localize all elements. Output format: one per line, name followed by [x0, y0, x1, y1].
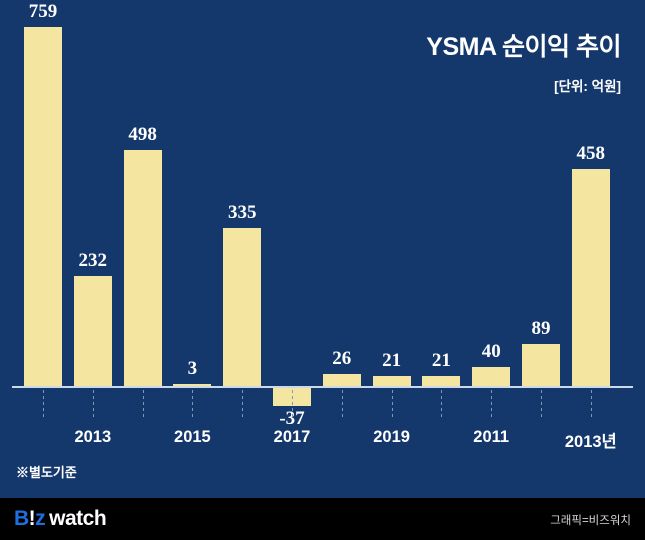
bar-2012 [24, 27, 62, 386]
graphic-credit: 그래픽=비즈워치 [550, 515, 631, 527]
chart-header: YSMA 순이익 추이 [단위: 억원] [0, 0, 645, 110]
bar-value-label: 89 [531, 317, 551, 339]
x-axis-tick [441, 390, 443, 420]
bar-2011 [472, 367, 511, 386]
x-axis-label: 2019 [373, 428, 410, 446]
bar-value-label: 21 [382, 350, 402, 372]
x-axis-tick [192, 390, 194, 420]
bar-2012 [522, 343, 560, 386]
bar-value-label: 498 [128, 124, 157, 146]
bar-value-label: 21 [431, 350, 451, 372]
bar-chart-plot: 759 232 498 3 335 -37 26 21 21 40 89 458 2013 2015 20… [12, 1, 633, 451]
x-axis-tick [341, 390, 343, 420]
bar-2014 [123, 150, 162, 386]
x-axis-tick [391, 390, 393, 420]
bar-value-label: 40 [481, 341, 501, 363]
bar-value-label: 3 [187, 358, 198, 379]
bar-value-label: 458 [576, 143, 606, 165]
logo-word-watch: watch [49, 507, 107, 530]
logo-exclamation: ! [28, 507, 36, 530]
bar-2013 [73, 276, 112, 386]
bar-value-label: 232 [78, 250, 108, 272]
chart-footnote: ※별도기준 [16, 465, 77, 480]
bar-2015 [173, 384, 212, 386]
page-title: YSMA 순이익 추이 [426, 33, 621, 61]
bar-value-label: 759 [28, 1, 58, 22]
x-axis-tick [541, 390, 542, 420]
logo-letter-z: z [35, 507, 46, 530]
x-axis-tick [590, 390, 592, 420]
bar-2018 [322, 373, 361, 386]
x-axis-label: 2013년 [564, 433, 617, 451]
bar-value-label: 335 [227, 201, 257, 223]
bar-2016 [223, 227, 262, 386]
chart-unit-label: [단위: 억원] [554, 79, 621, 94]
site-footer: B!z watch 그래픽=비즈워치 [0, 498, 645, 540]
bar-2010 [422, 376, 461, 386]
x-axis-tick [292, 390, 293, 420]
bar-2019 [372, 376, 411, 386]
x-axis-tick [242, 390, 244, 420]
bar-2013년 [571, 169, 610, 386]
x-axis-tick [92, 390, 94, 420]
bar-value-label: 26 [332, 347, 352, 369]
x-axis-line [12, 386, 633, 388]
x-axis-label: 2017 [273, 428, 311, 446]
x-axis-tick [491, 390, 493, 420]
x-axis-tick [142, 390, 144, 420]
x-axis-tick [43, 390, 44, 420]
logo-letter-b: B [14, 507, 29, 530]
bizwatch-logo: B!z watch [14, 507, 107, 531]
x-axis-label: 2013 [74, 428, 112, 446]
x-axis-label: 2011 [473, 428, 510, 446]
x-axis-label: 2015 [174, 428, 211, 446]
bar-value-label: -37 [279, 407, 305, 429]
